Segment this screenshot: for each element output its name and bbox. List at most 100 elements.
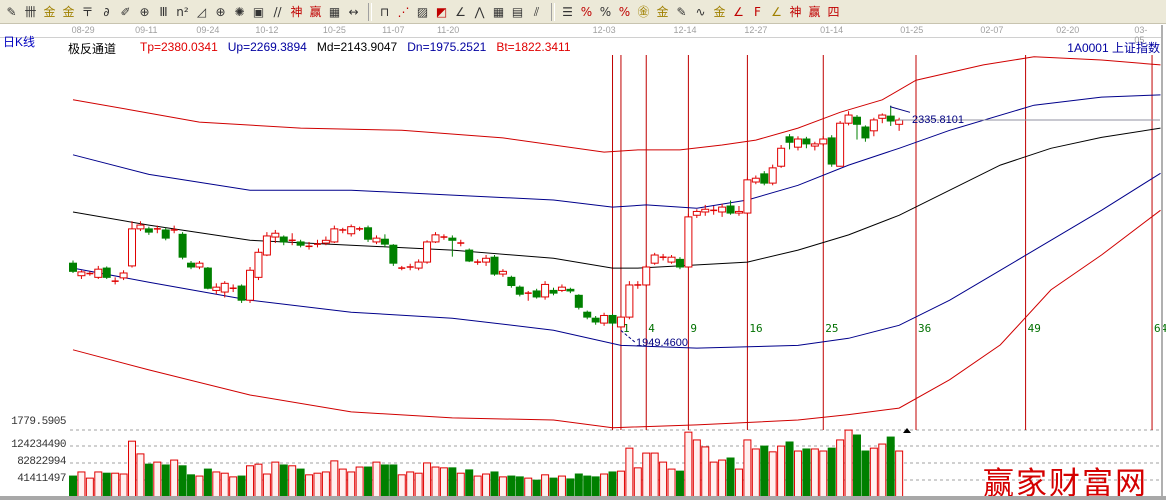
candle-body: [886, 115, 895, 122]
date-tick-label: 10-12: [255, 25, 279, 35]
candle-body: [237, 285, 246, 301]
candle-body: [591, 317, 600, 323]
gold-lines-icon[interactable]: 金: [656, 4, 669, 19]
candle-body: [878, 114, 887, 119]
candle-body: [414, 261, 423, 269]
box-icon[interactable]: ⊓: [379, 4, 390, 19]
band-dn-line: [72, 172, 1161, 349]
gold-circle-icon[interactable]: ㊎: [637, 4, 650, 19]
square-grid-icon[interactable]: ▣: [252, 4, 265, 19]
slash-icon[interactable]: //: [273, 4, 282, 19]
indicator-name[interactable]: 极反通道: [68, 42, 117, 56]
gann-fan-icon[interactable]: ◩: [435, 4, 448, 19]
sine-icon[interactable]: ∿: [695, 4, 706, 19]
bars-icon[interactable]: 〒: [81, 4, 94, 19]
volume-bar: [726, 457, 735, 498]
spiral-icon[interactable]: ∂: [103, 4, 110, 19]
grid-icon[interactable]: 卌: [24, 4, 37, 19]
fan-icon[interactable]: ⋰: [397, 4, 410, 19]
gann-box-icon[interactable]: ▨: [416, 4, 429, 19]
shen-angle-icon[interactable]: 神: [789, 4, 802, 19]
candle-body: [271, 232, 280, 238]
calendar-icon[interactable]: ▦: [328, 4, 341, 19]
candle-body: [482, 257, 491, 263]
date-tick-label: 12-27: [744, 25, 768, 35]
ladder-icon[interactable]: ☰: [562, 4, 573, 19]
volume-bar: [111, 472, 120, 498]
volume-bar: [380, 464, 389, 498]
pen-icon[interactable]: ✎: [6, 4, 17, 19]
circle-grid-icon[interactable]: ⊕: [139, 4, 150, 19]
volume-bar: [574, 473, 583, 498]
pen-line-icon[interactable]: ✎: [676, 4, 687, 19]
grid-box-icon[interactable]: ▦: [492, 4, 505, 19]
candle-body: [178, 233, 187, 258]
candle-body: [684, 216, 693, 268]
volume-axis-label: 124234490: [11, 439, 66, 451]
star-icon[interactable]: ✺: [234, 4, 245, 19]
volume-bar: [178, 465, 187, 498]
volume-bar: [389, 464, 398, 498]
n-squared-icon[interactable]: n²: [176, 4, 189, 19]
volume-bar: [397, 474, 406, 498]
volume-bar: [819, 450, 828, 498]
four-angle-icon[interactable]: 四: [827, 4, 840, 19]
shen-icon[interactable]: 神: [290, 4, 303, 19]
j-angle-icon[interactable]: ∠: [733, 4, 744, 19]
wave-icon[interactable]: ⋀: [474, 4, 485, 19]
grid-corner-icon[interactable]: ▤: [511, 4, 524, 19]
angle-icon[interactable]: ∠: [455, 4, 466, 19]
volume-bar: [608, 471, 617, 498]
volume-bar: [810, 448, 819, 498]
candle-body: [203, 267, 212, 289]
volume-bar: [305, 474, 314, 498]
candle-body: [718, 206, 727, 213]
high-pointer-line: [890, 105, 911, 113]
candle-body: [675, 258, 684, 268]
pen-alt-icon[interactable]: ✐: [120, 4, 131, 19]
parallel-icon[interactable]: ⫽: [533, 4, 540, 19]
candle-body: [777, 147, 786, 167]
indicator-params: Tp=2380.0341 Up=2269.3894 Md=2143.9047 Dn=1…: [140, 40, 581, 54]
volume-bar: [650, 452, 659, 498]
volume-bar: [372, 461, 381, 498]
lines-icon[interactable]: Ⅲ: [159, 4, 168, 19]
horizontal-scrollbar[interactable]: [0, 496, 1166, 500]
gold-bar-icon[interactable]: 金: [713, 4, 726, 19]
candle-body: [507, 276, 516, 287]
volume-bar: [94, 471, 103, 498]
range-icon[interactable]: ↔: [348, 4, 359, 19]
high-price-label: 2335.8101: [912, 114, 964, 126]
price-axis-label: 1779.5905: [11, 416, 66, 428]
volume-bar: [203, 468, 212, 498]
volume-bar: [793, 450, 802, 498]
candle-body: [895, 119, 904, 125]
volume-bar: [161, 464, 170, 498]
volume-bar: [170, 459, 179, 498]
volume-bar: [288, 465, 297, 498]
gold-angle-icon[interactable]: ∠: [771, 4, 782, 19]
candle-body: [195, 262, 204, 268]
percent-lines-icon[interactable]: %: [618, 4, 631, 19]
candle-body: [734, 210, 743, 214]
candle-body: [246, 269, 255, 301]
percent-slash-icon[interactable]: %: [580, 4, 593, 19]
percent-icon[interactable]: %: [599, 4, 612, 19]
ying-angle-icon[interactable]: 赢: [808, 4, 821, 19]
volume-bar: [229, 476, 238, 498]
volume-bar: [490, 471, 499, 498]
target-icon[interactable]: ⊕: [215, 4, 226, 19]
gold-icon[interactable]: 金: [43, 4, 56, 19]
candle-body: [161, 229, 170, 239]
candle-body: [541, 283, 550, 298]
gold-alt-icon[interactable]: 金: [62, 4, 75, 19]
triangle-icon[interactable]: ◿: [196, 4, 207, 19]
band-up-line: [72, 94, 1161, 209]
candle-body: [431, 234, 440, 243]
f-angle-icon[interactable]: F: [754, 4, 761, 19]
period-label[interactable]: 日K线: [3, 35, 36, 49]
ying-icon[interactable]: 赢: [309, 4, 322, 19]
volume-bar: [296, 468, 305, 498]
candle-body: [498, 270, 507, 275]
